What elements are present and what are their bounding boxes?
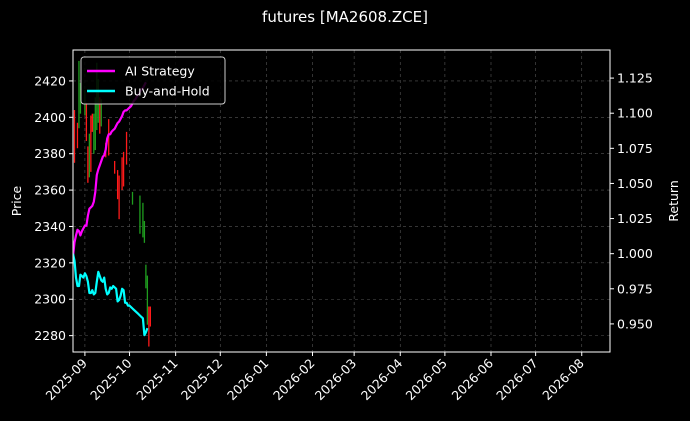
x-tick-label: 2026-04 [358,355,406,403]
y-tick-label-left: 2400 [34,110,66,125]
x-tick-label: 2026-08 [539,355,587,403]
plot-frame [72,49,611,353]
y-tick-label-left: 2300 [34,292,66,307]
x-tick-label: 2026-03 [312,356,360,404]
legend-box [80,56,226,105]
x-tick-label: 2025-10 [87,355,135,403]
y-tick-label-left: 2320 [34,255,66,270]
y-tick-label-right: 1.100 [617,106,653,121]
y-tick-label-left: 2280 [34,328,66,343]
x-tick-label: 2026-05 [402,356,450,404]
x-tick-label: 2026-01 [224,356,272,404]
legend-label: AI Strategy [125,64,195,79]
y-tick-label-left: 2360 [34,183,66,198]
y-tick-label-left: 2380 [34,146,66,161]
series-line-ai-strategy [73,81,147,257]
y-tick-label-right: 0.975 [617,281,653,296]
y-tick-label-right: 1.025 [617,211,653,226]
x-tick-label: 2025-11 [133,356,181,404]
x-tick-label: 2026-06 [449,355,497,403]
y-tick-label-right: 1.050 [617,176,653,191]
x-tick-label: 2026-07 [493,356,541,404]
legend: AI Strategy Buy-and-Hold [80,56,226,105]
x-tick-label: 2026-02 [270,356,318,404]
y-tick-label-left: 2340 [34,219,66,234]
y-tick-label-right: 1.000 [617,246,653,261]
series-line-buy-and-hold [73,253,149,337]
y-tick-label-right: 0.950 [617,316,653,331]
y-tick-label-left: 2420 [34,73,66,88]
y-axis-label-left: Price [9,185,24,216]
x-tick-label: 2025-09 [42,355,90,403]
y-axis-label-right: Return [666,180,681,221]
chart-title: futures [MA2608.ZCE] [262,8,428,26]
y-tick-label-right: 1.125 [617,71,653,86]
legend-label: Buy-and-Hold [125,84,210,99]
y-tick-label-right: 1.075 [617,141,653,156]
x-tick-label: 2025-12 [178,356,226,404]
